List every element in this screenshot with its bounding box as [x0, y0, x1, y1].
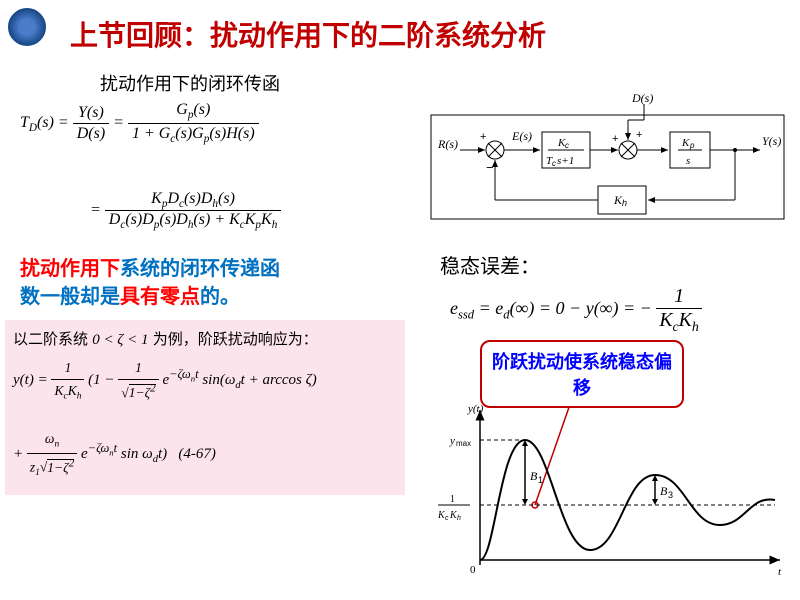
ht-part-b1: 系统的闭环传递函 [120, 258, 280, 280]
slide: 上节回顾：扰动作用下的二阶系统分析 扰动作用下的闭环传函 TD(s) = Y(s… [0, 0, 800, 600]
frac1-den: D(s) [73, 124, 109, 143]
ph-c: 为例，阶跃扰动响应为： [153, 331, 318, 348]
frac2-num: Gp(s) [128, 100, 259, 124]
example-box: 以二阶系统 0 < ζ < 1 为例，阶跃扰动响应为： y(t) = 1KcKh… [5, 320, 405, 495]
svg-text:s+1: s+1 [557, 155, 574, 167]
svg-text:B: B [660, 484, 668, 498]
transfer-function-equation: TD(s) = Y(s) D(s) = Gp(s) 1 + Gc(s)Gp(s)… [20, 100, 259, 146]
eq-lhs: TD(s) = [20, 114, 73, 131]
svg-text:h: h [622, 198, 627, 208]
sse-equation: essd = ed(∞) = 0 − y(∞) = − 1KcKh [450, 285, 702, 335]
ph-b: 0 < ζ < 1 [92, 332, 148, 348]
ht-part-a: 扰动作用下 [20, 258, 120, 280]
frac3-den: Dc(s)Dp(s)Dh(s) + KcKpKh [105, 211, 281, 231]
svg-text:+: + [636, 129, 642, 141]
frac3-num: KpDc(s)Dh(s) [105, 190, 281, 211]
svg-text:0: 0 [470, 564, 476, 576]
response-formula: y(t) = 1KcKh (1 − 1√1−ζ2 e−ζωnt sin(ωdt … [13, 357, 397, 482]
university-logo [8, 8, 46, 46]
svg-text:1: 1 [538, 475, 543, 485]
callout: 阶跃扰动使系统稳态偏移 [480, 340, 684, 408]
svg-text:y: y [449, 435, 455, 447]
svg-text:+: + [612, 133, 618, 145]
svg-text:s: s [686, 155, 690, 167]
svg-text:h: h [457, 515, 461, 522]
svg-text:K: K [681, 137, 690, 149]
transfer-function-expanded: = KpDc(s)Dh(s) Dc(s)Dp(s)Dh(s) + KcKpKh [90, 190, 281, 231]
svg-text:1: 1 [450, 494, 455, 505]
svg-text:c: c [552, 159, 556, 168]
block-diagram: R(s) + − E(s) Kc Tcs+1 + + D(s) Kp [430, 90, 785, 220]
svg-text:Y(s): Y(s) [762, 134, 781, 148]
svg-text:D(s): D(s) [631, 91, 653, 105]
svg-text:+: + [480, 131, 486, 143]
highlight-statement: 扰动作用下系统的闭环传递函 数一般却是具有零点的。 [20, 255, 280, 311]
ht-part-c: 具有零点 [120, 286, 200, 308]
step-response-graph: y(t) t 0 ymax 1 KcKh B1 B3 [420, 390, 790, 590]
ht-part-b2: 数一般却是 [20, 286, 120, 308]
svg-text:t: t [778, 566, 782, 578]
svg-text:−: − [486, 160, 494, 175]
ph-a: 以二阶系统 [13, 331, 88, 348]
frac1-num: Y(s) [73, 103, 109, 123]
svg-text:E(s): E(s) [511, 129, 532, 143]
eq-number: (4-67) [178, 446, 216, 462]
svg-text:R(s): R(s) [437, 137, 458, 151]
sse-label: 稳态误差： [440, 250, 540, 279]
svg-text:c: c [565, 141, 569, 150]
svg-text:3: 3 [668, 490, 673, 500]
example-header: 以二阶系统 0 < ζ < 1 为例，阶跃扰动响应为： [13, 328, 397, 349]
slide-title: 上节回顾：扰动作用下的二阶系统分析 [70, 14, 546, 54]
subtitle: 扰动作用下的闭环传函 [100, 70, 280, 96]
svg-text:max: max [456, 439, 471, 448]
svg-text:c: c [445, 515, 449, 522]
svg-text:y(t): y(t) [467, 403, 484, 415]
frac2-den: 1 + Gc(s)Gp(s)H(s) [128, 124, 259, 147]
ht-part-d: 的。 [200, 286, 240, 308]
svg-text:p: p [689, 141, 695, 150]
svg-text:B: B [530, 469, 538, 483]
